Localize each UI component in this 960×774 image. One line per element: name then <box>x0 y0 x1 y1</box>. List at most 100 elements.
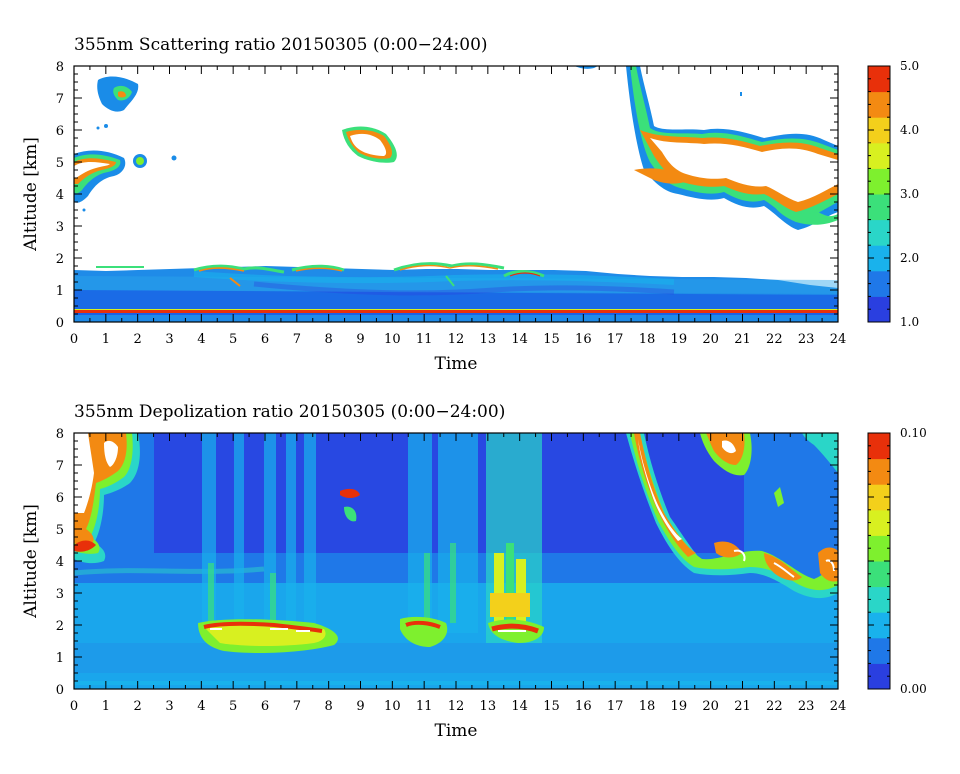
x-tick-label: 9 <box>356 332 364 347</box>
depolarization-dust-columns <box>202 433 542 643</box>
x-tick-label: 4 <box>197 699 205 714</box>
colorbar-segment <box>868 509 890 536</box>
y-tick-label: 6 <box>56 491 64 506</box>
x-tick-label: 7 <box>293 332 301 347</box>
depolarization-cloud-late <box>626 433 838 599</box>
colorbar-segment <box>868 270 890 297</box>
x-tick-label: 6 <box>261 699 269 714</box>
y-tick-label: 5 <box>56 523 64 538</box>
x-tick-label: 23 <box>798 332 815 347</box>
colorbar-segment <box>868 194 890 221</box>
colorbar-segment <box>868 168 890 195</box>
x-tick-label: 3 <box>165 332 173 347</box>
x-tick-label: 20 <box>702 332 719 347</box>
colorbar-segment <box>868 458 890 485</box>
y-tick-label: 6 <box>56 124 64 139</box>
x-tick-label: 8 <box>325 332 333 347</box>
depolarization-small-feature <box>340 488 360 522</box>
x-tick-label: 19 <box>671 332 688 347</box>
x-tick-label: 10 <box>384 332 401 347</box>
x-tick-label: 19 <box>671 699 688 714</box>
colorbar-segment <box>868 66 890 93</box>
x-tick-label: 15 <box>543 332 560 347</box>
y-tick-label: 5 <box>56 156 64 171</box>
y-tick-label: 2 <box>56 252 64 267</box>
colorbar-segment <box>868 637 890 664</box>
y-tick-label: 3 <box>56 220 64 235</box>
x-tick-label: 15 <box>543 699 560 714</box>
colorbar-segment <box>868 91 890 118</box>
x-tick-label: 23 <box>798 699 815 714</box>
x-tick-label: 16 <box>575 699 592 714</box>
colorbar-tick-label: 0.00 <box>900 682 927 696</box>
x-tick-label: 2 <box>134 332 142 347</box>
scattering-axes: 0 1 2 3 4 5 6 7 8 9 10 11 12 13 14 15 16 17 18 19 20 21 22 23 24… <box>56 60 847 347</box>
y-tick-label: 8 <box>56 60 64 75</box>
x-tick-label: 24 <box>830 332 847 347</box>
x-tick-label: 1 <box>102 332 110 347</box>
x-tick-label: 8 <box>325 699 333 714</box>
x-tick-label: 14 <box>511 332 528 347</box>
x-tick-label: 22 <box>766 332 783 347</box>
x-tick-label: 3 <box>165 699 173 714</box>
x-tick-label: 22 <box>766 699 783 714</box>
y-tick-label: 3 <box>56 587 64 602</box>
x-tick-label: 7 <box>293 699 301 714</box>
x-tick-label: 5 <box>229 332 237 347</box>
colorbar-segment <box>868 296 890 323</box>
colorbar-segment <box>868 484 890 511</box>
x-tick-label: 20 <box>702 699 719 714</box>
y-tick-label: 0 <box>56 316 64 331</box>
x-tick-label: 21 <box>734 699 751 714</box>
colorbar-segment <box>868 142 890 169</box>
y-tick-label: 7 <box>56 92 64 107</box>
scattering-cloud-early <box>74 76 177 212</box>
x-tick-label: 9 <box>356 699 364 714</box>
colorbar-tick-label: 0.10 <box>900 426 927 440</box>
x-tick-label: 0 <box>70 332 78 347</box>
y-tick-label: 1 <box>56 284 64 299</box>
x-tick-label: 13 <box>480 332 497 347</box>
depolarization-panel: 355nm Depolization ratio 20150305 (0:00−… <box>21 402 927 741</box>
colorbar-segment <box>868 535 890 562</box>
scattering-y-label: Altitude [km] <box>21 137 41 252</box>
colorbar-tick-label: 3.0 <box>900 187 919 201</box>
depolarization-title: 355nm Depolization ratio 20150305 (0:00−… <box>74 402 505 422</box>
y-tick-label: 4 <box>56 188 64 203</box>
y-tick-label: 8 <box>56 427 64 442</box>
x-tick-label: 11 <box>416 332 433 347</box>
colorbar-tick-label: 1.0 <box>900 315 919 329</box>
colorbar-segment <box>868 219 890 246</box>
x-tick-label: 18 <box>639 699 656 714</box>
depolarization-y-label: Altitude [km] <box>21 504 41 619</box>
depolarization-cloud-early <box>74 433 140 564</box>
x-tick-label: 24 <box>830 699 847 714</box>
x-tick-label: 21 <box>734 332 751 347</box>
colorbar-segment <box>868 586 890 613</box>
colorbar-segment <box>868 561 890 588</box>
x-tick-label: 12 <box>448 699 465 714</box>
depolarization-x-label: Time <box>435 721 478 741</box>
scattering-title: 355nm Scattering ratio 20150305 (0:00−24… <box>74 35 488 55</box>
y-tick-label: 0 <box>56 683 64 698</box>
y-tick-label: 1 <box>56 651 64 666</box>
x-tick-label: 18 <box>639 332 656 347</box>
depolarization-colorbar: 0.00 0.10 <box>867 426 927 696</box>
colorbar-tick-label: 5.0 <box>900 59 919 73</box>
x-tick-label: 4 <box>197 332 205 347</box>
scattering-panel: 355nm Scattering ratio 20150305 (0:00−24… <box>21 35 919 374</box>
x-tick-label: 16 <box>575 332 592 347</box>
x-tick-label: 5 <box>229 699 237 714</box>
colorbar-segment <box>868 433 890 460</box>
colorbar-segment <box>868 663 890 690</box>
colorbar-tick-label: 2.0 <box>900 251 919 265</box>
x-tick-label: 17 <box>607 332 624 347</box>
y-tick-label: 2 <box>56 619 64 634</box>
scattering-x-label: Time <box>435 354 478 374</box>
colorbar-segment <box>868 117 890 144</box>
depolarization-plot-area <box>74 433 838 689</box>
colorbar-segment <box>868 245 890 272</box>
x-tick-label: 1 <box>102 699 110 714</box>
